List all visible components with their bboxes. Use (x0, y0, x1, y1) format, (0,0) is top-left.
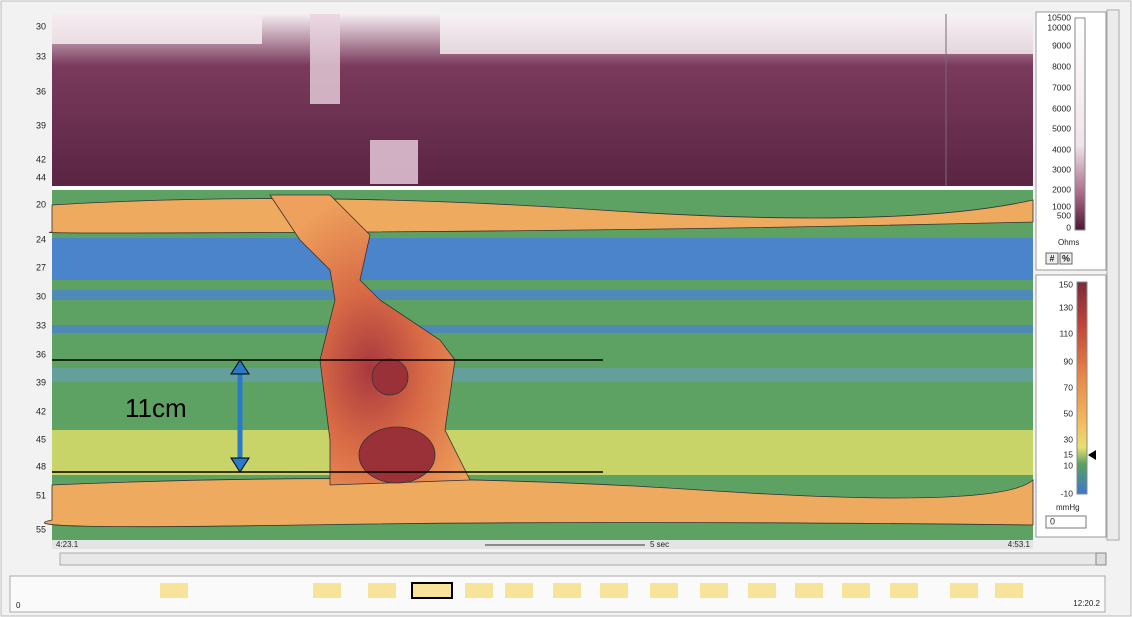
pressure-axis-label: 48 (36, 461, 46, 471)
swallow-marker[interactable] (160, 583, 188, 598)
pressure-band-low (52, 368, 1033, 382)
impedance-light-region (52, 14, 262, 44)
time-scale: 5 sec (650, 540, 669, 549)
pressure-axis-label: 33 (36, 320, 46, 330)
impedance-axis-label: 42 (36, 154, 46, 164)
impedance-scale-label: 10000 (1047, 22, 1071, 32)
impedance-scale-label: 4000 (1052, 144, 1071, 154)
swallow-marker[interactable] (553, 583, 581, 598)
swallow-marker[interactable] (995, 583, 1023, 598)
pressure-axis-label: 39 (36, 377, 46, 387)
swallow-marker[interactable] (505, 583, 533, 598)
pressure-scale-label: 130 (1059, 302, 1073, 312)
pressure-peak (359, 427, 435, 483)
button-percent-label: % (1062, 253, 1070, 263)
pressure-axis-label: 24 (36, 234, 46, 244)
pressure-axis-label: 36 (36, 349, 46, 359)
swallow-marker[interactable] (650, 583, 678, 598)
pressure-plot: 11cm (44, 190, 1033, 540)
pressure-axis-label: 55 (36, 524, 46, 534)
pressure-scale-label: -10 (1061, 488, 1074, 498)
pressure-axis-label: 45 (36, 434, 46, 444)
h-scrollbar[interactable] (60, 553, 1105, 565)
impedance-axis-label: 30 (36, 21, 46, 31)
swallow-marker[interactable] (842, 583, 870, 598)
panel-divider (52, 186, 1033, 190)
impedance-scale-label: 7000 (1052, 82, 1071, 92)
impedance-axis-label: 44 (36, 172, 46, 182)
impedance-axis-label: 39 (36, 120, 46, 130)
page: {"panel": {"impedance_axis_labels": ["30… (0, 0, 1132, 617)
pressure-band-low (52, 238, 1033, 280)
impedance-axis-label: 33 (36, 51, 46, 61)
swallow-marker[interactable] (412, 583, 452, 598)
pressure-scale-label: 10 (1064, 460, 1074, 470)
pressure-axis-label: 20 (36, 199, 46, 209)
swallow-marker[interactable] (795, 583, 823, 598)
pressure-band-low (52, 290, 1033, 300)
impedance-scale-label: 0 (1066, 222, 1071, 232)
pressure-band-les (52, 430, 1033, 475)
pressure-axis-label: 27 (36, 262, 46, 272)
swallow-marker[interactable] (368, 583, 396, 598)
impedance-scale-label: 2000 (1052, 184, 1071, 194)
pressure-scale-label: 15 (1064, 449, 1074, 459)
impedance-axis-label: 36 (36, 86, 46, 96)
pressure-axis-label: 30 (36, 291, 46, 301)
impedance-unit: Ohms (1058, 238, 1079, 247)
impedance-scale-label: 9000 (1052, 40, 1071, 50)
pressure-scale-label: 70 (1064, 382, 1074, 392)
impedance-scale-label: 8000 (1052, 61, 1071, 71)
impedance-scale-label: 6000 (1052, 103, 1071, 113)
swallow-marker[interactable] (890, 583, 918, 598)
v-scrollbar[interactable] (1107, 10, 1119, 540)
time-start: 4:23.1 (56, 540, 79, 549)
pressure-axis-label: 51 (36, 490, 46, 500)
pressure-scale-label: 110 (1059, 328, 1073, 338)
pressure-input-value: 0 (1050, 516, 1055, 526)
pressure-unit: mmHg (1056, 503, 1080, 512)
measure-label: 11cm (125, 393, 187, 423)
impedance-scale-label: 10500 (1047, 12, 1071, 22)
swallow-marker[interactable] (600, 583, 628, 598)
impedance-scale-label: 500 (1057, 210, 1071, 220)
pressure-scale-label: 90 (1064, 356, 1074, 366)
pressure-peak (372, 359, 408, 395)
pressure-axis-label: 42 (36, 406, 46, 416)
pressure-scale-label: 50 (1064, 408, 1074, 418)
swallow-marker[interactable] (700, 583, 728, 598)
swallow-marker[interactable] (950, 583, 978, 598)
impedance-scale-label: 5000 (1052, 123, 1071, 133)
pressure-colorbar (1077, 282, 1087, 494)
impedance-bolus (370, 140, 418, 184)
app-window: 11cm 4:23.1 5 sec 4:53.1 105001000090008… (0, 0, 1132, 617)
time-end: 4:53.1 (1008, 540, 1031, 549)
button-absolute-label: # (1049, 253, 1054, 263)
swallow-marker[interactable] (748, 583, 776, 598)
swallow-marker[interactable] (465, 583, 493, 598)
impedance-scale-panel (1036, 12, 1106, 270)
impedance-bolus (310, 14, 340, 104)
swallow-marker[interactable] (313, 583, 341, 598)
impedance-colorbar (1075, 18, 1085, 230)
pressure-band-low (52, 325, 1033, 333)
timeline-start: 0 (16, 601, 21, 610)
timeline-end: 12:20.2 (1073, 599, 1100, 608)
pressure-scale-label: 30 (1064, 434, 1074, 444)
pressure-scale-label: 150 (1059, 279, 1073, 289)
impedance-scale-label: 3000 (1052, 164, 1071, 174)
impedance-light-region (440, 14, 1033, 54)
scroll-right[interactable] (1096, 553, 1106, 565)
